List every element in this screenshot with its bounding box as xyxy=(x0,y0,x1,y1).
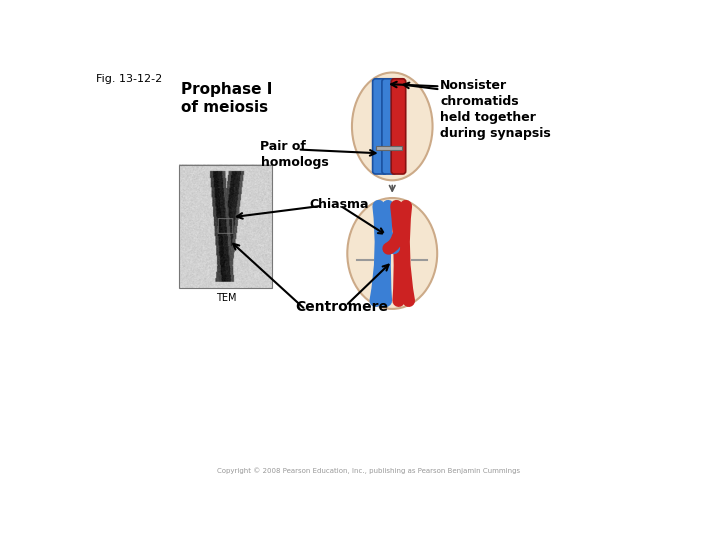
FancyBboxPatch shape xyxy=(382,79,397,174)
Bar xyxy=(179,165,272,288)
Text: Nonsister
chromatids
held together
during synapsis: Nonsister chromatids held together durin… xyxy=(441,79,551,140)
Ellipse shape xyxy=(347,198,437,309)
Text: Copyright © 2008 Pearson Education, Inc., publishing as Pearson Benjamin Cumming: Copyright © 2008 Pearson Education, Inc.… xyxy=(217,468,521,475)
FancyBboxPatch shape xyxy=(373,79,387,174)
Text: TEM: TEM xyxy=(216,293,237,303)
Text: Prophase I
of meiosis: Prophase I of meiosis xyxy=(181,82,273,116)
Text: Pair of
homologs: Pair of homologs xyxy=(261,140,328,169)
Ellipse shape xyxy=(352,72,433,180)
Text: Chiasma: Chiasma xyxy=(310,198,369,211)
Text: Centromere: Centromere xyxy=(295,300,388,314)
Text: Fig. 13-12-2: Fig. 13-12-2 xyxy=(96,74,163,84)
Bar xyxy=(376,146,402,150)
FancyBboxPatch shape xyxy=(391,79,405,174)
